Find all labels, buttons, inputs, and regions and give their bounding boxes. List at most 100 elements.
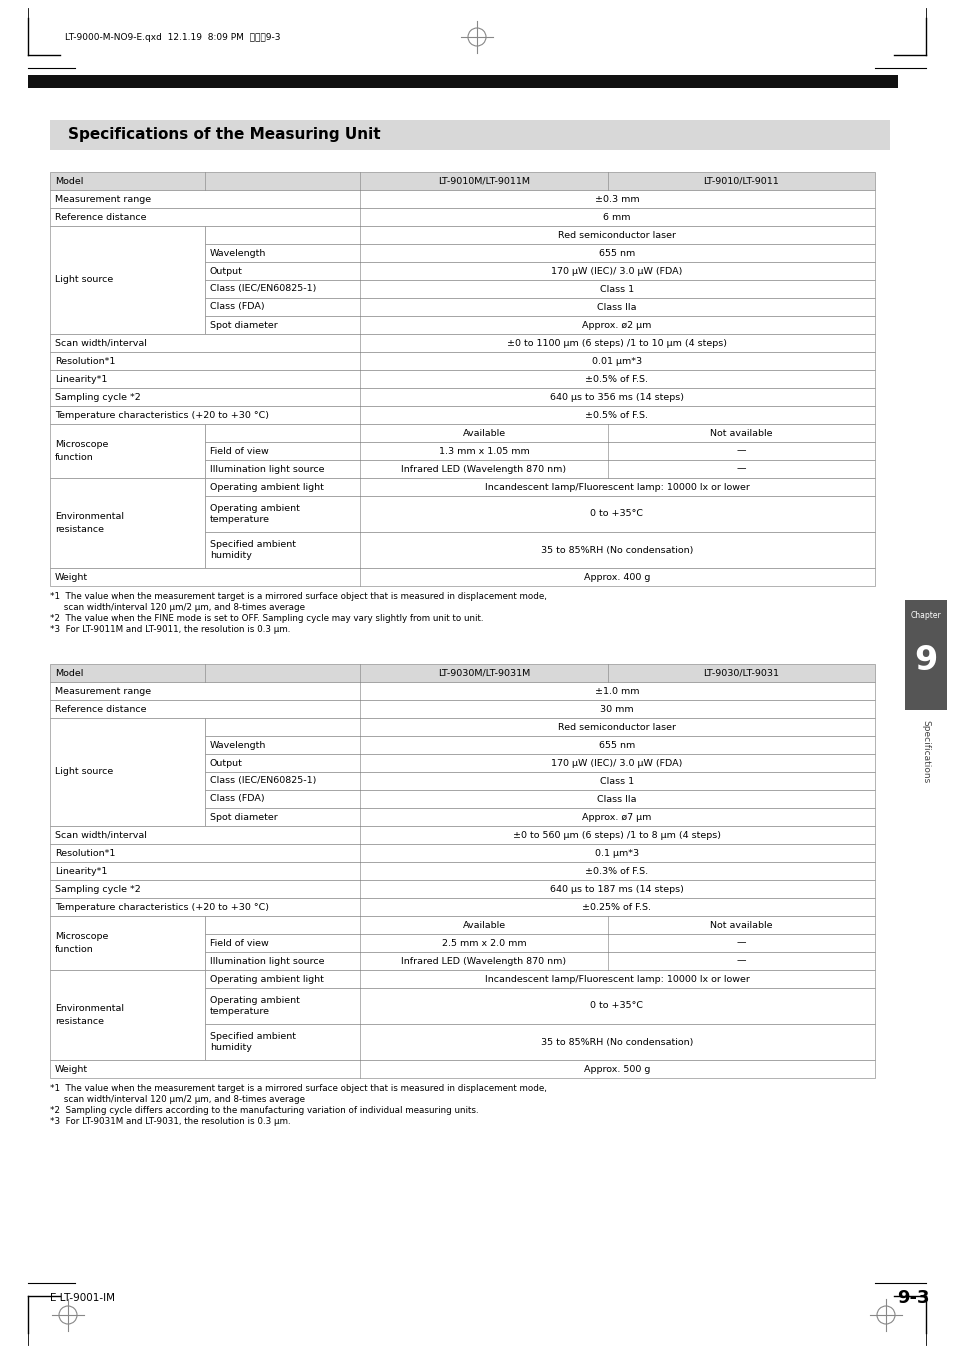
Bar <box>205 478 874 496</box>
Bar <box>205 934 874 952</box>
Bar <box>50 353 874 370</box>
Bar <box>50 898 874 916</box>
Text: ±0.5% of F.S.: ±0.5% of F.S. <box>585 374 648 384</box>
Bar <box>50 120 889 150</box>
Text: Spot diameter: Spot diameter <box>210 320 277 330</box>
Text: Microscope
function: Microscope function <box>55 440 109 462</box>
Text: Infrared LED (Wavelength 870 nm): Infrared LED (Wavelength 870 nm) <box>401 957 566 966</box>
Text: Microscope
function: Microscope function <box>55 932 109 954</box>
Text: *1  The value when the measurement target is a mirrored surface object that is m: *1 The value when the measurement target… <box>50 1084 546 1093</box>
Bar <box>205 808 874 825</box>
Text: Incandescent lamp/Fluorescent lamp: 10000 lx or lower: Incandescent lamp/Fluorescent lamp: 1000… <box>484 974 749 984</box>
Text: *3  For LT-9031M and LT-9031, the resolution is 0.3 μm.: *3 For LT-9031M and LT-9031, the resolut… <box>50 1117 291 1125</box>
Text: —: — <box>736 939 745 947</box>
Text: Light source: Light source <box>55 276 113 285</box>
Text: Resolution*1: Resolution*1 <box>55 357 115 366</box>
Bar <box>205 988 874 1024</box>
Text: ±0 to 1100 μm (6 steps) /1 to 10 μm (4 steps): ±0 to 1100 μm (6 steps) /1 to 10 μm (4 s… <box>506 339 726 347</box>
Text: 9-3: 9-3 <box>896 1289 928 1306</box>
Text: 35 to 85%RH (No condensation): 35 to 85%RH (No condensation) <box>540 546 693 554</box>
Bar <box>205 496 874 532</box>
Bar <box>205 754 874 771</box>
Text: Output: Output <box>210 758 243 767</box>
Text: Incandescent lamp/Fluorescent lamp: 10000 lx or lower: Incandescent lamp/Fluorescent lamp: 1000… <box>484 482 749 492</box>
Text: Approx. 500 g: Approx. 500 g <box>583 1065 650 1074</box>
Text: 30 mm: 30 mm <box>599 704 633 713</box>
Text: Approx. 400 g: Approx. 400 g <box>583 573 650 581</box>
Bar <box>50 190 874 208</box>
Text: Class IIa: Class IIa <box>597 303 636 312</box>
Text: Available: Available <box>462 920 505 929</box>
Text: Measurement range: Measurement range <box>55 686 151 696</box>
Text: Class (FDA): Class (FDA) <box>210 794 264 804</box>
Text: Wavelength: Wavelength <box>210 740 266 750</box>
Bar <box>205 717 874 736</box>
Text: Not available: Not available <box>709 428 771 438</box>
Text: LT-9010M/LT-9011M: LT-9010M/LT-9011M <box>437 177 530 185</box>
Text: Chapter: Chapter <box>910 612 941 620</box>
Text: Linearity*1: Linearity*1 <box>55 866 108 875</box>
Bar <box>205 226 874 245</box>
Text: *3  For LT-9011M and LT-9011, the resolution is 0.3 μm.: *3 For LT-9011M and LT-9011, the resolut… <box>50 626 290 634</box>
Bar <box>205 442 874 459</box>
Bar <box>50 682 874 700</box>
Text: Temperature characteristics (+20 to +30 °C): Temperature characteristics (+20 to +30 … <box>55 411 269 420</box>
Text: 0 to +35°C: 0 to +35°C <box>590 1001 643 1011</box>
Text: Environmental
resistance: Environmental resistance <box>55 1004 124 1025</box>
Text: LT-9000-M-NO9-E.qxd  12.1.19  8:09 PM  ページ9-3: LT-9000-M-NO9-E.qxd 12.1.19 8:09 PM ページ9… <box>65 32 280 42</box>
Text: 0.1 μm*3: 0.1 μm*3 <box>595 848 639 858</box>
Text: Class (FDA): Class (FDA) <box>210 303 264 312</box>
Text: Not available: Not available <box>709 920 771 929</box>
Text: Measurement range: Measurement range <box>55 195 151 204</box>
Text: Model: Model <box>55 177 83 185</box>
Text: 9: 9 <box>913 643 937 677</box>
Text: LT-9010/LT-9011: LT-9010/LT-9011 <box>702 177 778 185</box>
Text: Temperature characteristics (+20 to +30 °C): Temperature characteristics (+20 to +30 … <box>55 902 269 912</box>
Text: —: — <box>736 957 745 966</box>
Text: 640 μs to 356 ms (14 steps): 640 μs to 356 ms (14 steps) <box>550 393 683 401</box>
Text: Weight: Weight <box>55 1065 88 1074</box>
Bar <box>50 844 874 862</box>
Text: Reference distance: Reference distance <box>55 212 147 222</box>
Text: 170 μW (IEC)/ 3.0 μW (FDA): 170 μW (IEC)/ 3.0 μW (FDA) <box>551 266 682 276</box>
Bar <box>50 567 874 586</box>
Text: ±1.0 mm: ±1.0 mm <box>594 686 639 696</box>
Text: Operating ambient
temperature: Operating ambient temperature <box>210 504 299 524</box>
Text: Output: Output <box>210 266 243 276</box>
Bar <box>50 717 205 825</box>
Text: ±0.3 mm: ±0.3 mm <box>594 195 639 204</box>
Bar <box>50 424 205 478</box>
Bar <box>50 172 874 190</box>
Text: 0.01 μm*3: 0.01 μm*3 <box>591 357 641 366</box>
Text: 655 nm: 655 nm <box>598 249 635 258</box>
Bar <box>205 245 874 262</box>
Bar <box>205 316 874 334</box>
Bar <box>205 299 874 316</box>
Text: Scan width/interval: Scan width/interval <box>55 339 147 347</box>
Bar <box>50 407 874 424</box>
Text: 170 μW (IEC)/ 3.0 μW (FDA): 170 μW (IEC)/ 3.0 μW (FDA) <box>551 758 682 767</box>
Bar <box>205 280 874 299</box>
Text: 2.5 mm x 2.0 mm: 2.5 mm x 2.0 mm <box>441 939 526 947</box>
Text: Class (IEC/EN60825-1): Class (IEC/EN60825-1) <box>210 777 316 785</box>
Text: Linearity*1: Linearity*1 <box>55 374 108 384</box>
Text: Specifications of the Measuring Unit: Specifications of the Measuring Unit <box>68 127 380 142</box>
Text: *1  The value when the measurement target is a mirrored surface object that is m: *1 The value when the measurement target… <box>50 592 546 601</box>
Text: Operating ambient light: Operating ambient light <box>210 974 323 984</box>
Text: Red semiconductor laser: Red semiconductor laser <box>558 231 676 239</box>
Text: Spot diameter: Spot diameter <box>210 812 277 821</box>
Bar <box>205 790 874 808</box>
Text: Specifications: Specifications <box>921 720 929 784</box>
Bar <box>50 825 874 844</box>
Text: 655 nm: 655 nm <box>598 740 635 750</box>
Text: Reference distance: Reference distance <box>55 704 147 713</box>
Text: ±0.5% of F.S.: ±0.5% of F.S. <box>585 411 648 420</box>
Text: Operating ambient light: Operating ambient light <box>210 482 323 492</box>
Text: Class IIa: Class IIa <box>597 794 636 804</box>
Text: Wavelength: Wavelength <box>210 249 266 258</box>
Text: Sampling cycle *2: Sampling cycle *2 <box>55 393 141 401</box>
Bar <box>904 600 946 711</box>
Text: Resolution*1: Resolution*1 <box>55 848 115 858</box>
Text: Approx. ø2 μm: Approx. ø2 μm <box>581 320 651 330</box>
Text: 6 mm: 6 mm <box>602 212 630 222</box>
